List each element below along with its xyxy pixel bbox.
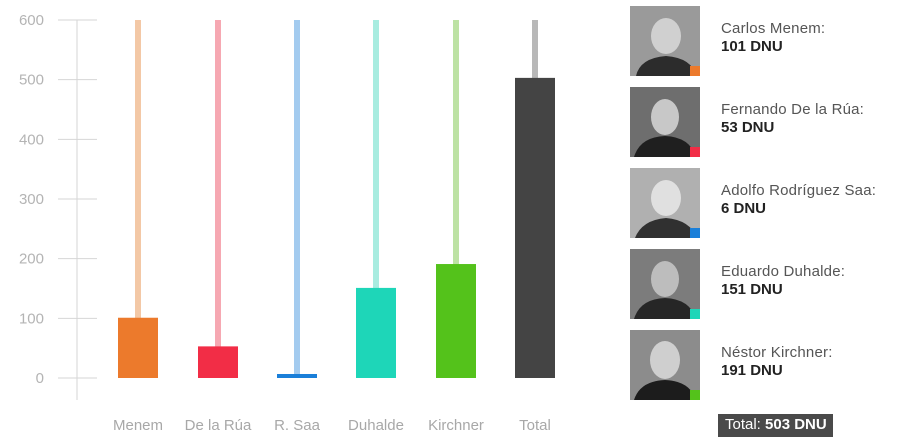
y-tick-label: 200 — [19, 251, 44, 268]
legend-value: 151 DNU — [721, 281, 783, 298]
x-tick-label: R. Saa — [274, 417, 321, 434]
bar-track — [453, 20, 459, 378]
y-tick-label: 400 — [19, 131, 44, 148]
legend-name: Fernando De la Rúa: — [721, 101, 865, 118]
portrait-nestor-kirchner — [630, 330, 700, 400]
bar — [198, 346, 238, 378]
legend-name: Adolfo Rodríguez Saa: — [721, 182, 877, 199]
bar-track — [294, 20, 300, 378]
y-tick-label: 100 — [19, 310, 44, 327]
legend: Carlos Menem: 101 DNU Fernando De la Rúa… — [630, 0, 911, 437]
legend-value: 6 DNU — [721, 200, 767, 217]
bar — [436, 264, 476, 378]
x-tick-label: De la Rúa — [185, 417, 252, 434]
legend-item-kirchner: Néstor Kirchner: 191 DNU — [630, 330, 911, 400]
legend-name: Eduardo Duhalde: — [721, 263, 846, 280]
portrait-adolfo-rodriguez-saa — [630, 168, 700, 238]
legend-value: 101 DNU — [721, 38, 783, 55]
y-tick-label: 600 — [19, 12, 44, 29]
x-tick-label: Duhalde — [348, 417, 404, 434]
legend-name: Néstor Kirchner: — [721, 344, 833, 361]
bar-track — [215, 20, 221, 378]
legend-swatch — [690, 228, 700, 238]
y-tick-label: 0 — [36, 370, 44, 387]
bar-track — [373, 20, 379, 378]
legend-swatch — [690, 147, 700, 157]
bar-track — [135, 20, 141, 378]
legend-item-rodriguez-saa: Adolfo Rodríguez Saa: 6 DNU — [630, 168, 911, 238]
total-badge: Total: 503 DNU — [718, 414, 833, 437]
legend-value: 53 DNU — [721, 119, 775, 136]
legend-item-menem: Carlos Menem: 101 DNU — [630, 6, 911, 76]
bar — [356, 287, 396, 378]
bar — [118, 317, 158, 378]
portrait-carlos-menem — [630, 6, 700, 76]
legend-item-duhalde: Eduardo Duhalde: 151 DNU — [630, 249, 911, 319]
x-tick-label: Total — [519, 417, 551, 434]
portrait-eduardo-duhalde — [630, 249, 700, 319]
y-tick-label: 500 — [19, 72, 44, 89]
legend-value: 191 DNU — [721, 362, 783, 379]
bar — [515, 77, 555, 379]
total-label: Total: — [725, 416, 761, 433]
portrait-fernando-de-la-rua — [630, 87, 700, 157]
legend-swatch — [690, 66, 700, 76]
bar-chart: 0 100 200 300 400 500 600 Menem De la Rúa R. Saa… — [19, 12, 555, 434]
legend-name: Carlos Menem: — [721, 20, 826, 37]
y-tick-label: 300 — [19, 191, 44, 208]
bar — [277, 374, 317, 378]
x-tick-label: Menem — [113, 417, 163, 434]
legend-swatch — [690, 309, 700, 319]
total-value: 503 DNU — [765, 416, 827, 433]
legend-item-de-la-rua: Fernando De la Rúa: 53 DNU — [630, 87, 911, 157]
x-tick-label: Kirchner — [428, 417, 484, 434]
legend-swatch — [690, 390, 700, 400]
